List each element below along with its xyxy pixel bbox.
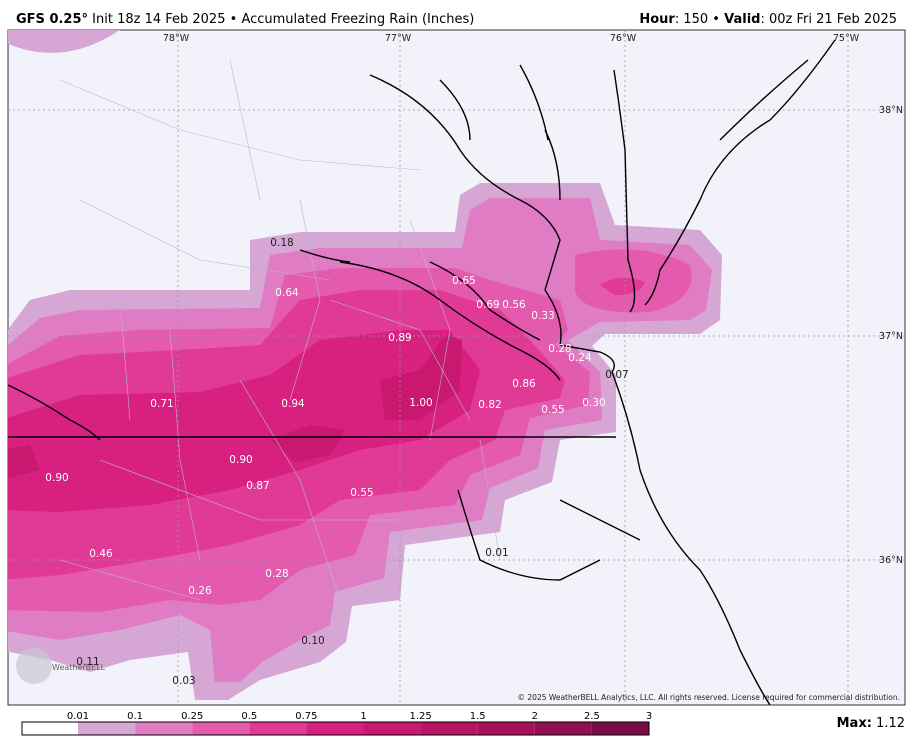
colorbar-label: 2.5 [584, 711, 600, 722]
colorbar-swatch [135, 722, 193, 735]
map-value-label: 0.86 [512, 378, 536, 390]
logo: WeatherBELL [52, 663, 106, 672]
map-value-label: 0.55 [350, 487, 373, 499]
map-value-label: 1.00 [409, 397, 432, 409]
colorbar-label: 0.01 [67, 711, 89, 722]
max-label: Max: [837, 716, 872, 731]
logo-circle [16, 648, 52, 684]
colorbar: 0.01 0.1 0.25 0.5 0.75 1 1.25 1.5 2 2.5 3 [21, 711, 652, 736]
contours [8, 30, 722, 700]
colorbar-label: 0.25 [181, 711, 203, 722]
map-value-label: 0.82 [478, 399, 501, 411]
colorbar-label: 1 [360, 711, 366, 722]
map-value-label: 0.33 [531, 310, 554, 322]
longitude-label: 76°W [610, 33, 637, 44]
colorbar-swatch [591, 722, 649, 735]
longitude-label: 78°W [163, 33, 190, 44]
copyright: © 2025 WeatherBELL Analytics, LLC. All r… [518, 693, 900, 702]
coastlines [8, 39, 836, 705]
colorbar-swatch [78, 722, 136, 735]
map-value-label: 0.94 [281, 398, 305, 410]
valid-label: Valid [724, 12, 760, 27]
map-value-label: 0.69 [476, 299, 499, 311]
header-right: Hour: 150 • Valid: 00z Fri 21 Feb 2025 [639, 12, 897, 27]
map-value-label: 0.55 [541, 404, 564, 416]
longitude-label: 77°W [385, 33, 412, 44]
colorbar-label: 1.5 [470, 711, 486, 722]
map-value-label: 0.24 [568, 352, 592, 364]
map [7, 29, 906, 706]
map-value-label: 0.28 [265, 568, 288, 580]
colorbar-swatch [22, 722, 78, 735]
colorbar-swatch [363, 722, 421, 735]
map-value-label: 0.65 [452, 275, 475, 287]
hour-label: Hour [639, 12, 675, 27]
separator: • [230, 12, 238, 27]
map-value-label: 0.30 [582, 397, 605, 409]
map-value-label: 0.01 [485, 547, 508, 559]
latitude-label: 38°N [879, 105, 903, 116]
max: Max: 1.12 [837, 716, 905, 731]
map-value-label: 0.26 [188, 585, 212, 597]
separator: • [712, 12, 720, 27]
init: Init 18z 14 Feb 2025 [92, 12, 225, 27]
map-value-label: 0.90 [45, 472, 68, 484]
hour-value: : 150 [675, 12, 708, 27]
map-value-label: 0.07 [605, 369, 628, 381]
colorbar-swatch [420, 722, 478, 735]
valid-value: : 00z Fri 21 Feb 2025 [760, 12, 897, 27]
model: GFS 0.25° [16, 12, 88, 27]
colorbar-swatch [192, 722, 250, 735]
map-value-label: 0.46 [89, 548, 113, 560]
map-value-label: 0.11 [76, 656, 99, 668]
map-value-label: 0.03 [172, 675, 195, 687]
colorbar-label: 0.1 [127, 711, 143, 722]
map-value-label: 0.64 [275, 287, 299, 299]
latitude-label: 36°N [879, 555, 903, 566]
product: Accumulated Freezing Rain (Inches) [241, 12, 474, 27]
map-value-label: 0.28 [548, 343, 571, 355]
county-lines [59, 59, 501, 601]
colorbar-label: 2 [532, 711, 538, 722]
colorbar-swatch [306, 722, 364, 735]
map-value-label: 0.71 [150, 398, 173, 410]
map-value-label: 0.56 [502, 299, 526, 311]
max-value: 1.12 [876, 716, 905, 731]
header-left: GFS 0.25° Init 18z 14 Feb 2025 • Accumul… [16, 12, 474, 27]
colorbar-label: 0.75 [295, 711, 317, 722]
map-value-label: 0.89 [388, 332, 411, 344]
colorbar-label: 0.5 [241, 711, 257, 722]
colorbar-label: 3 [646, 711, 652, 722]
colorbar-frame [21, 721, 650, 736]
colorbar-swatch [477, 722, 535, 735]
map-value-label: 0.90 [229, 454, 252, 466]
colorbar-swatch [534, 722, 592, 735]
map-value-label: 0.87 [246, 480, 269, 492]
map-value-label: 0.18 [270, 237, 293, 249]
longitude-label: 75°W [833, 33, 860, 44]
colorbar-label: 1.25 [409, 711, 431, 722]
colorbar-swatch [249, 722, 307, 735]
map-value-label: 0.10 [301, 635, 324, 647]
latitude-label: 37°N [879, 331, 903, 342]
